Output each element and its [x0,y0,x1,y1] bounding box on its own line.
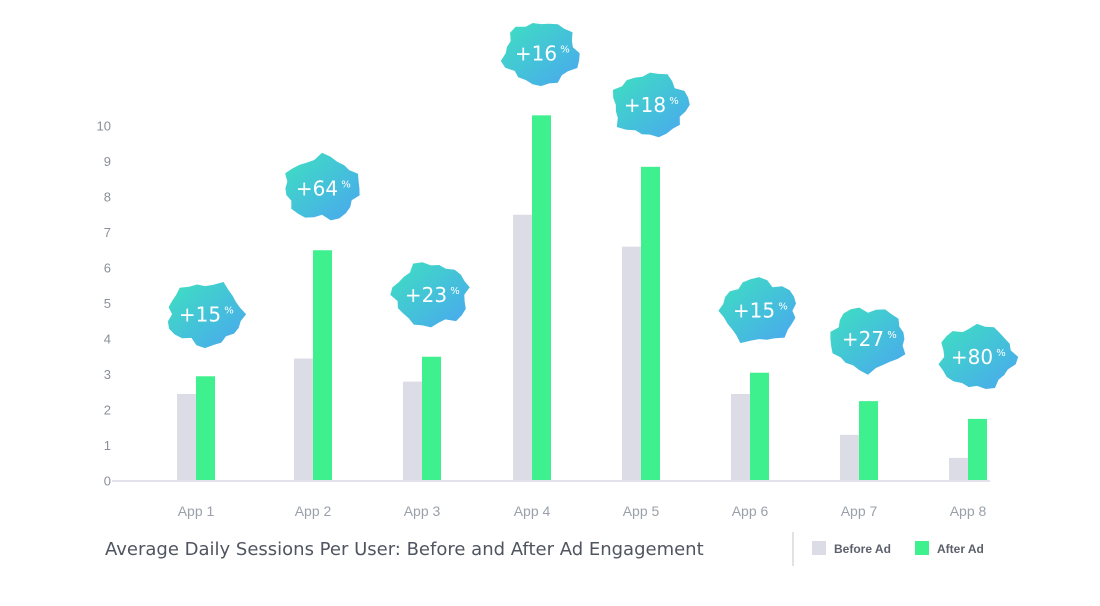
badge-unit: % [887,330,897,341]
y-tick-label: 5 [104,296,111,311]
badge-unit: % [450,286,460,297]
badge-unit: % [996,348,1006,359]
y-tick-label: 6 [104,261,111,276]
y-tick-label: 2 [104,403,111,418]
badge-value: +64 [296,176,338,200]
bars-group [177,115,987,481]
badge-value: +80 [951,345,993,369]
badge-splotch [718,277,796,344]
badge-unit: % [341,179,351,190]
y-tick-label: 8 [104,190,111,205]
badge-unit: % [669,96,679,107]
badge-unit: % [560,44,570,55]
badge-value: +15 [733,299,775,323]
badge-splotch [938,323,1019,389]
annotation-badges: +15 %+64 %+23 %+16 %+18 %+15 %+27 %+80% [167,23,1019,389]
percent-badge: +18% [613,72,690,138]
legend-swatch-before-ad [812,541,826,555]
legend-label-after-ad: After Ad [937,542,984,556]
percent-badge: +16% [500,23,580,87]
percent-badge: +15% [718,277,796,344]
bar-before-ad [949,457,968,481]
x-category-label: App 2 [295,503,332,519]
y-axis: 0 1 2 3 4 5 6 7 8 9 10 [97,119,111,489]
bar-after-ad [859,401,878,481]
percent-badge: +15% [167,282,247,349]
badge-splotch [500,23,580,87]
y-tick-label: 10 [97,119,111,134]
bar-after-ad [750,372,769,481]
x-category-label: App 3 [404,503,441,519]
x-category-label: App 6 [732,503,769,519]
badge-value: +23 [405,283,447,307]
y-tick-label: 3 [104,367,111,382]
y-tick-label: 0 [104,474,111,489]
x-axis-labels: App 1 App 2 App 3 App 4 App 5 App 6 App 7 App 8 [178,503,987,519]
percent-badge: +27% [830,307,906,375]
legend-label-before-ad: Before Ad [834,542,891,556]
chart-title: Average Daily Sessions Per User: Before … [105,539,704,560]
bar-before-ad [403,381,422,481]
bar-before-ad [177,394,196,481]
x-category-label: App 4 [514,503,551,519]
x-category-label: App 1 [178,503,215,519]
y-tick-label: 7 [104,225,111,240]
bar-after-ad [196,376,215,481]
y-tick-label: 1 [104,438,111,453]
bar-before-ad [294,358,313,481]
badge-splotch [285,152,360,221]
x-category-label: App 7 [841,503,878,519]
x-category-label: App 8 [950,503,987,519]
percent-badge: +64% [285,152,360,221]
badge-value: +18 [624,93,666,117]
badge-splotch [830,307,906,375]
badge-splotch [613,72,690,138]
badge-splotch [167,282,247,349]
legend-swatch-after-ad [915,541,929,555]
x-category-label: App 5 [623,503,660,519]
badge-value: +15 [179,302,221,326]
percent-badge: +80% [938,323,1019,389]
bar-before-ad [840,434,859,481]
bar-after-ad [313,250,332,481]
bar-before-ad [731,394,750,481]
badge-splotch [390,262,470,328]
badge-value: +27 [842,327,884,351]
bar-before-ad [622,246,641,481]
legend: Before Ad After Ad [812,541,984,556]
badge-value: +16 [515,41,557,65]
percent-badge: +23% [390,262,470,328]
bar-after-ad [968,418,987,481]
y-tick-label: 4 [104,332,111,347]
bar-after-ad [641,166,660,481]
bar-after-ad [422,356,441,481]
badge-unit: % [224,305,234,316]
bar-before-ad [513,214,532,481]
badge-unit: % [778,302,788,313]
bar-after-ad [532,115,551,481]
y-tick-label: 9 [104,154,111,169]
